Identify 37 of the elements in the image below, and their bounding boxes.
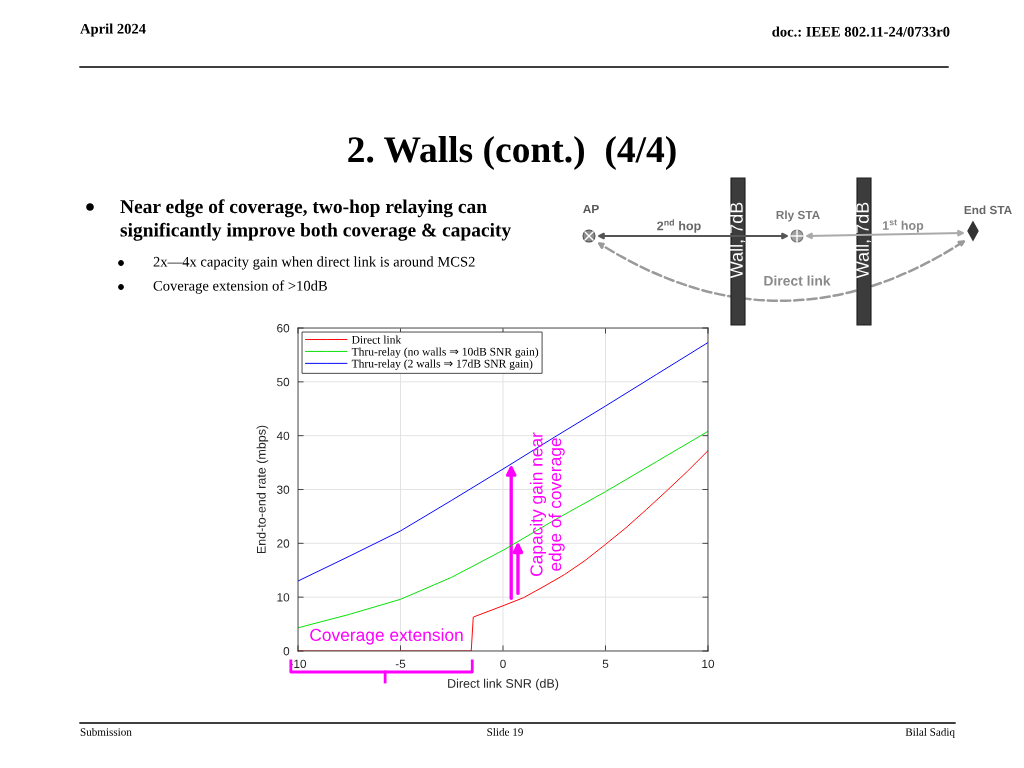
- line-series: [298, 342, 708, 582]
- legend-label: Thru-relay (no walls ⇒ 10dB SNR gain): [351, 347, 539, 358]
- y-tick-label: 60: [277, 324, 290, 333]
- legend-label: Thru-relay (2 walls ⇒ 17dB SNR gain): [351, 359, 533, 370]
- text: April 2024: [80, 23, 146, 37]
- x-axis-title: Direct link SNR (dB): [448, 678, 559, 691]
- x-tick-label: 0: [500, 659, 506, 668]
- text: 1$^{st}$ hop: [882, 219, 924, 233]
- text: Bilal Sadiq: [905, 727, 955, 739]
- text: doc.: IEEE 802.11-24/0733r0: [772, 26, 950, 37]
- y-tick-label: 30: [276, 485, 290, 494]
- y-tick-label: 0: [283, 647, 290, 656]
- text: 2$^{nd}$ hop: [657, 219, 701, 233]
- text: Wall, 7dB: [729, 202, 745, 279]
- y-tick-label: 40: [276, 431, 290, 441]
- text: Submission: [80, 727, 132, 736]
- annotation: Capacity gain near edge of coverage: [529, 432, 565, 576]
- text: Wall, 7dB: [855, 202, 871, 279]
- text: Slide 19: [487, 727, 523, 736]
- x-tick-label: -5: [395, 659, 406, 668]
- y-tick-label: 20: [277, 539, 290, 548]
- text: AP: [583, 204, 599, 214]
- y-tick-label: 50: [277, 377, 290, 387]
- annotation: Coverage extension: [310, 628, 463, 645]
- text: Rly STA: [776, 210, 820, 222]
- y-tick-label: 10: [277, 593, 290, 602]
- chart-title: 2. Walls (cont.) (4/4): [348, 136, 676, 170]
- text: Coverage extension of >10dB: [153, 280, 327, 294]
- legend-label: Direct link: [351, 335, 402, 344]
- text: Direct link: [764, 275, 831, 286]
- x-tick-label: 10: [702, 659, 715, 668]
- line-series: [298, 430, 708, 629]
- text: 2x—4x capacity gain when direct link is around MCS2: [153, 256, 475, 270]
- y-axis-title: End-to-end rate (mbps): [256, 425, 269, 554]
- x-tick-label: 5: [602, 659, 609, 668]
- text: Near edge of coverage, two-hop relaying can significantly improve both coverage & capacity: [120, 199, 511, 241]
- text: End STA: [964, 205, 1012, 215]
